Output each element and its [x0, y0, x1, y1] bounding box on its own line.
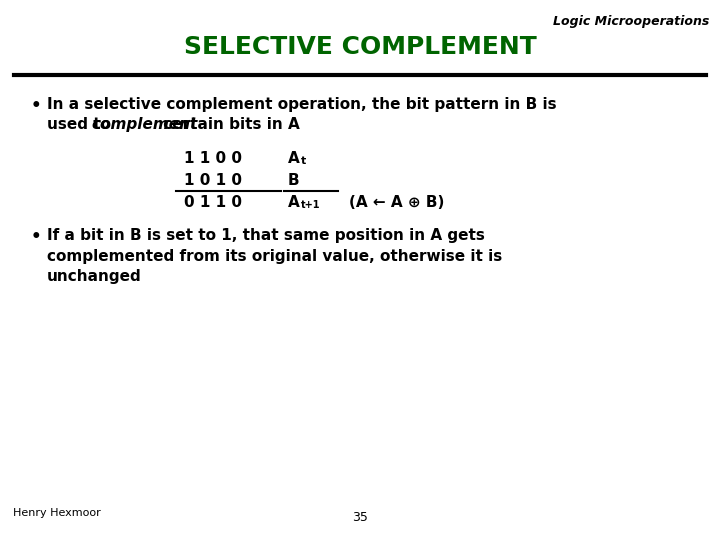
Text: Logic Microoperations: Logic Microoperations: [553, 15, 709, 28]
Text: •: •: [30, 228, 41, 246]
Text: In a selective complement operation, the bit pattern in B is: In a selective complement operation, the…: [47, 97, 557, 112]
Text: 35: 35: [352, 511, 368, 524]
Text: 0 1 1 0: 0 1 1 0: [184, 195, 242, 211]
Text: t: t: [301, 156, 306, 166]
Text: A: A: [288, 195, 300, 211]
Text: used to: used to: [47, 117, 116, 132]
Text: B: B: [288, 173, 300, 188]
Text: t+1: t+1: [301, 200, 320, 210]
Text: 1 0 1 0: 1 0 1 0: [184, 173, 242, 188]
Text: unchanged: unchanged: [47, 269, 142, 285]
Text: (A ← A ⊕ B): (A ← A ⊕ B): [349, 195, 444, 211]
Text: Henry Hexmoor: Henry Hexmoor: [13, 508, 101, 518]
Text: complemented from its original value, otherwise it is: complemented from its original value, ot…: [47, 249, 502, 264]
Text: If a bit in B is set to 1, that same position in A gets: If a bit in B is set to 1, that same pos…: [47, 228, 485, 244]
Text: SELECTIVE COMPLEMENT: SELECTIVE COMPLEMENT: [184, 35, 536, 59]
Text: •: •: [30, 97, 41, 115]
Text: certain bits in A: certain bits in A: [158, 117, 300, 132]
Text: complement: complement: [91, 117, 198, 132]
Text: 1 1 0 0: 1 1 0 0: [184, 151, 242, 166]
Text: A: A: [288, 151, 300, 166]
